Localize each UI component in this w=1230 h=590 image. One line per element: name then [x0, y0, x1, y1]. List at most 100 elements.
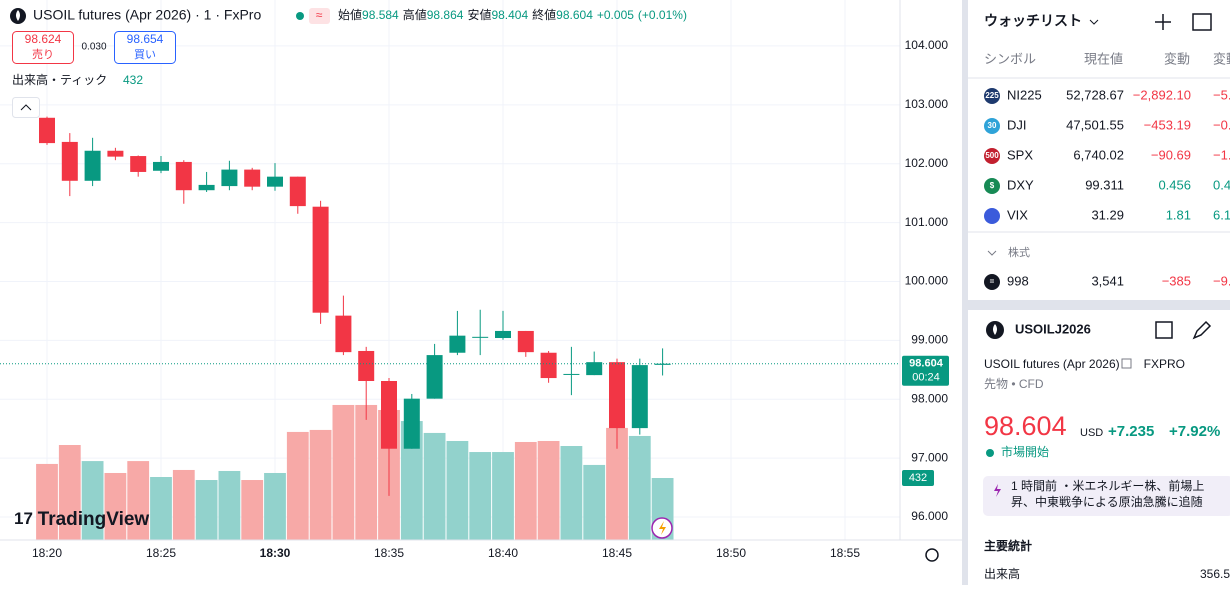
- volume-bar: [423, 432, 446, 540]
- volume-bar: [583, 464, 606, 540]
- volume-bar: [628, 435, 651, 540]
- candle-body: [107, 150, 124, 157]
- candle-body: [631, 365, 648, 429]
- chevron-up: [20, 104, 32, 111]
- candle-body: [609, 362, 625, 429]
- candle-body: [586, 362, 603, 376]
- y-tick-label: 97.000: [911, 450, 948, 464]
- details-change-pct: +7.92%: [1169, 423, 1220, 440]
- volume-label-box: [902, 470, 934, 487]
- candle-body: [289, 176, 306, 207]
- candle-body: [221, 169, 238, 187]
- price: 3,541: [1091, 273, 1124, 288]
- symbol: VIX: [1007, 207, 1028, 222]
- x-tick-label: 18:40: [488, 546, 518, 560]
- symbol-icon-text: 500: [985, 151, 999, 160]
- y-tick-label: 96.000: [911, 509, 948, 523]
- watchlist-dropdown[interactable]: [1089, 19, 1099, 25]
- symbol-icon-text: 30: [988, 121, 997, 130]
- watchlist-title[interactable]: ウォッチリスト: [984, 13, 1082, 29]
- candle-body: [244, 169, 261, 187]
- change: −453.19: [1144, 117, 1191, 132]
- volume-bar: [492, 452, 514, 540]
- symbol: 998: [1007, 273, 1029, 288]
- x-tick-label: 18:35: [374, 546, 404, 560]
- candle-body: [472, 336, 489, 338]
- candle-body: [403, 398, 420, 449]
- collapse-button[interactable]: [12, 97, 40, 118]
- symbol-icon: [984, 88, 1000, 104]
- settings-icon[interactable]: [925, 548, 939, 562]
- ohlc-value: 98.584: [362, 8, 399, 22]
- chart-area: 96.000 97.000 98.000 99.000 100.000 101.000 10…: [0, 0, 949, 560]
- x-tick-label: 18:25: [146, 546, 176, 560]
- details-price: 98.604: [984, 411, 1067, 441]
- change-pct: −0.9: [1213, 117, 1230, 132]
- countdown: 00:24: [912, 372, 940, 384]
- candle-body: [312, 206, 329, 313]
- candle-body: [175, 161, 192, 191]
- candle-body: [495, 330, 511, 339]
- volume-bar: [172, 469, 195, 540]
- volume-bar: [537, 440, 560, 540]
- price: 52,728.67: [1066, 87, 1124, 102]
- lightning: [659, 521, 666, 535]
- details-name-text: USOIL futures (Apr 2026): [984, 357, 1120, 371]
- stat-value: 356.5: [1200, 567, 1230, 581]
- candle-body: [381, 381, 397, 449]
- volume-bar: [400, 421, 423, 540]
- bid-label: 売り: [32, 48, 54, 61]
- x-tick-label: 18:50: [716, 546, 746, 560]
- column-header: 変動: [1164, 51, 1190, 66]
- volume-bar: [58, 445, 81, 540]
- y-tick-label: 102.000: [905, 156, 949, 170]
- ohlc: 始値98.584 高値98.864 安値98.404 終値98.604 +0.005 (+…: [338, 7, 687, 22]
- symbol-icon-text: 225: [985, 91, 999, 100]
- volume-bar: [241, 480, 264, 540]
- candle-body: [61, 141, 78, 181]
- price: 47,501.55: [1066, 117, 1124, 132]
- news-line: 昇、中東戦争による原油急騰に追随: [1011, 494, 1203, 509]
- candle-body: [426, 355, 443, 399]
- symbol: SPX: [1007, 147, 1033, 162]
- section-chevron[interactable]: [987, 250, 997, 256]
- ohlc-label: 終値: [532, 7, 556, 22]
- price: 31.29: [1091, 207, 1124, 222]
- y-tick-label: 98.000: [911, 391, 948, 405]
- symbol-icon: [984, 208, 1000, 224]
- symbol: NI225: [1007, 87, 1042, 102]
- add-symbol[interactable]: [1155, 14, 1171, 30]
- news-box[interactable]: [983, 476, 1230, 516]
- volume-title: 出来高・ティック: [12, 72, 107, 87]
- sell-button[interactable]: [12, 31, 74, 64]
- change-pct: −5.2: [1213, 87, 1230, 102]
- change: −2,892.10: [1133, 87, 1191, 102]
- buy-button[interactable]: [114, 31, 176, 64]
- symbol: DXY: [1007, 177, 1034, 192]
- grid-button[interactable]: [1155, 321, 1173, 339]
- volume-bar: [218, 470, 241, 540]
- oil-drop: [16, 10, 20, 21]
- news-line: 1 時間前 ・米エネルギー株、前場上: [1011, 478, 1204, 493]
- indicator-badge: [309, 8, 330, 24]
- details-name: USOIL futures (Apr 2026) FXPRO: [984, 357, 1185, 371]
- volume-bar: [469, 452, 492, 540]
- volume-bar: [195, 480, 218, 540]
- status-dot: [986, 449, 994, 457]
- indicator-icon: ≈: [316, 8, 323, 22]
- y-tick-label: 99.000: [911, 333, 948, 347]
- symbol-title[interactable]: USOIL futures (Apr 2026) · 1 · FxPro: [33, 7, 261, 23]
- edit-button[interactable]: [1192, 320, 1212, 340]
- market-status-dot: [296, 12, 304, 20]
- ohlc-label: 安値: [467, 7, 491, 22]
- candle-body: [358, 350, 375, 382]
- external-link[interactable]: [1121, 358, 1132, 369]
- candle-body: [517, 330, 534, 353]
- section-title: 株式: [1008, 245, 1030, 259]
- column-header: シンボル: [984, 51, 1036, 66]
- y-tick-label: 101.000: [905, 215, 949, 229]
- column-header: 変動: [1213, 51, 1230, 66]
- volume-bar: [104, 472, 127, 540]
- layout-button[interactable]: [1192, 13, 1212, 31]
